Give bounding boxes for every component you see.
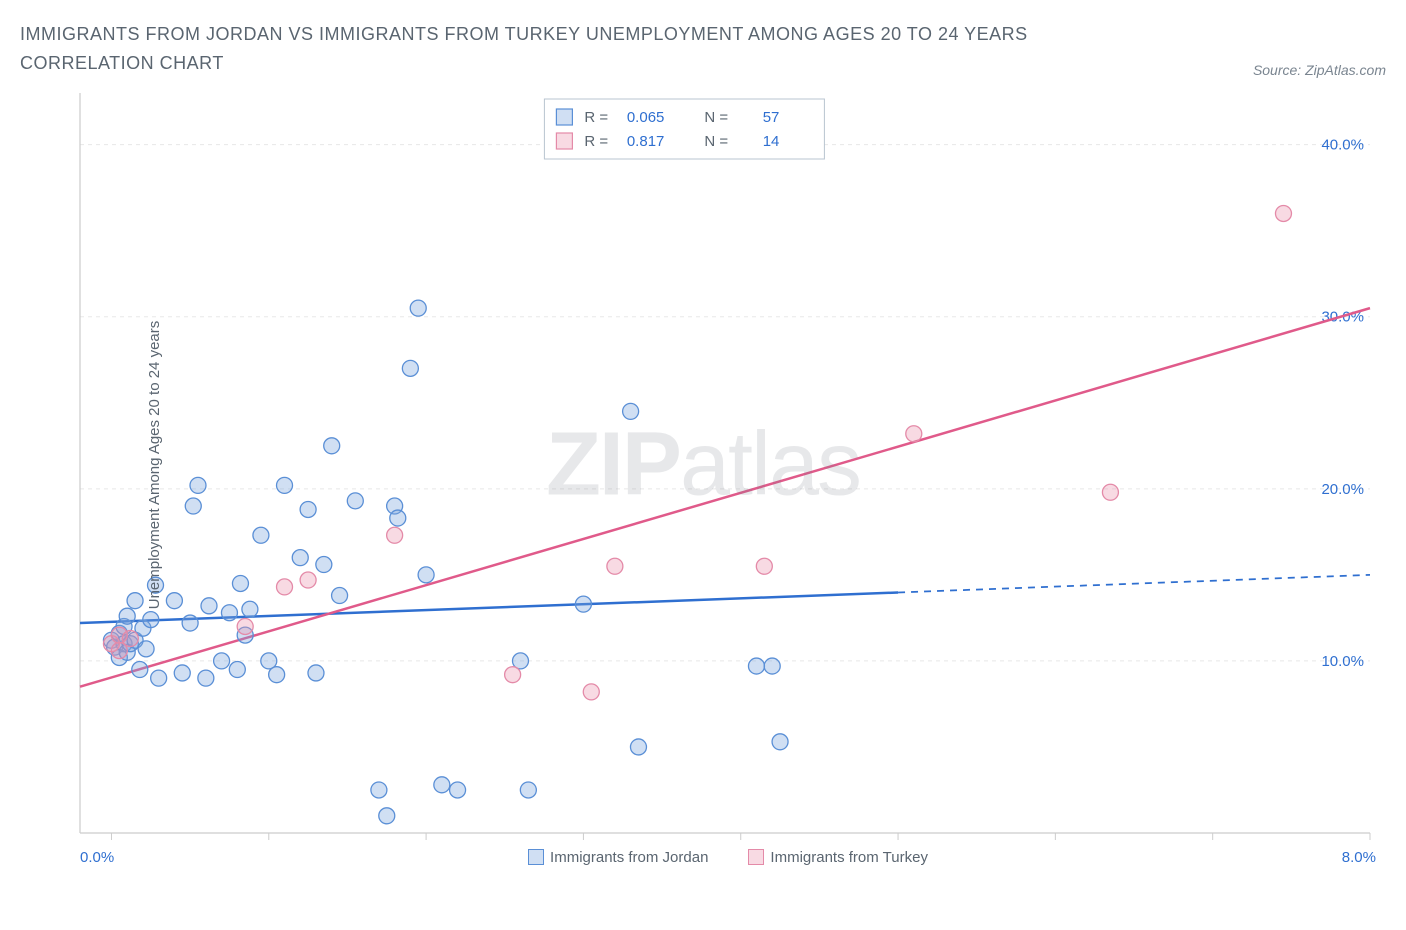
chart-title: IMMIGRANTS FROM JORDAN VS IMMIGRANTS FRO… [20, 20, 1120, 78]
svg-text:N =: N = [704, 109, 728, 126]
legend-swatch-turkey [748, 849, 764, 865]
legend-item-turkey: Immigrants from Turkey [748, 849, 928, 866]
x-axis-legend-row: 0.0% Immigrants from Jordan Immigrants f… [20, 849, 1386, 866]
legend-swatch-jordan [528, 849, 544, 865]
plot-area: Unemployment Among Ages 20 to 24 years 1… [20, 88, 1386, 843]
svg-text:0.817: 0.817 [627, 133, 665, 150]
correlation-chart: IMMIGRANTS FROM JORDAN VS IMMIGRANTS FRO… [20, 20, 1386, 910]
svg-text:57: 57 [763, 109, 780, 126]
svg-text:20.0%: 20.0% [1321, 480, 1364, 497]
legend-label-jordan: Immigrants from Jordan [550, 849, 708, 866]
svg-text:10.0%: 10.0% [1321, 653, 1364, 670]
legend-label-turkey: Immigrants from Turkey [770, 849, 928, 866]
x-axis-min-label: 0.0% [80, 849, 114, 866]
svg-text:R =: R = [584, 133, 608, 150]
scatter-plot-svg: 10.0%20.0%30.0%40.0%R =0.065N =57R =0.81… [20, 88, 1380, 843]
svg-text:0.065: 0.065 [627, 109, 665, 126]
x-axis-max-label: 8.0% [1342, 849, 1376, 866]
svg-text:40.0%: 40.0% [1321, 136, 1364, 153]
source-label: Source: ZipAtlas.com [1253, 62, 1386, 78]
series-legend: Immigrants from Jordan Immigrants from T… [528, 849, 928, 866]
legend-item-jordan: Immigrants from Jordan [528, 849, 708, 866]
y-axis-label: Unemployment Among Ages 20 to 24 years [146, 321, 163, 610]
svg-text:N =: N = [704, 133, 728, 150]
title-row: IMMIGRANTS FROM JORDAN VS IMMIGRANTS FRO… [20, 20, 1386, 78]
svg-text:R =: R = [584, 109, 608, 126]
svg-text:14: 14 [763, 133, 780, 150]
